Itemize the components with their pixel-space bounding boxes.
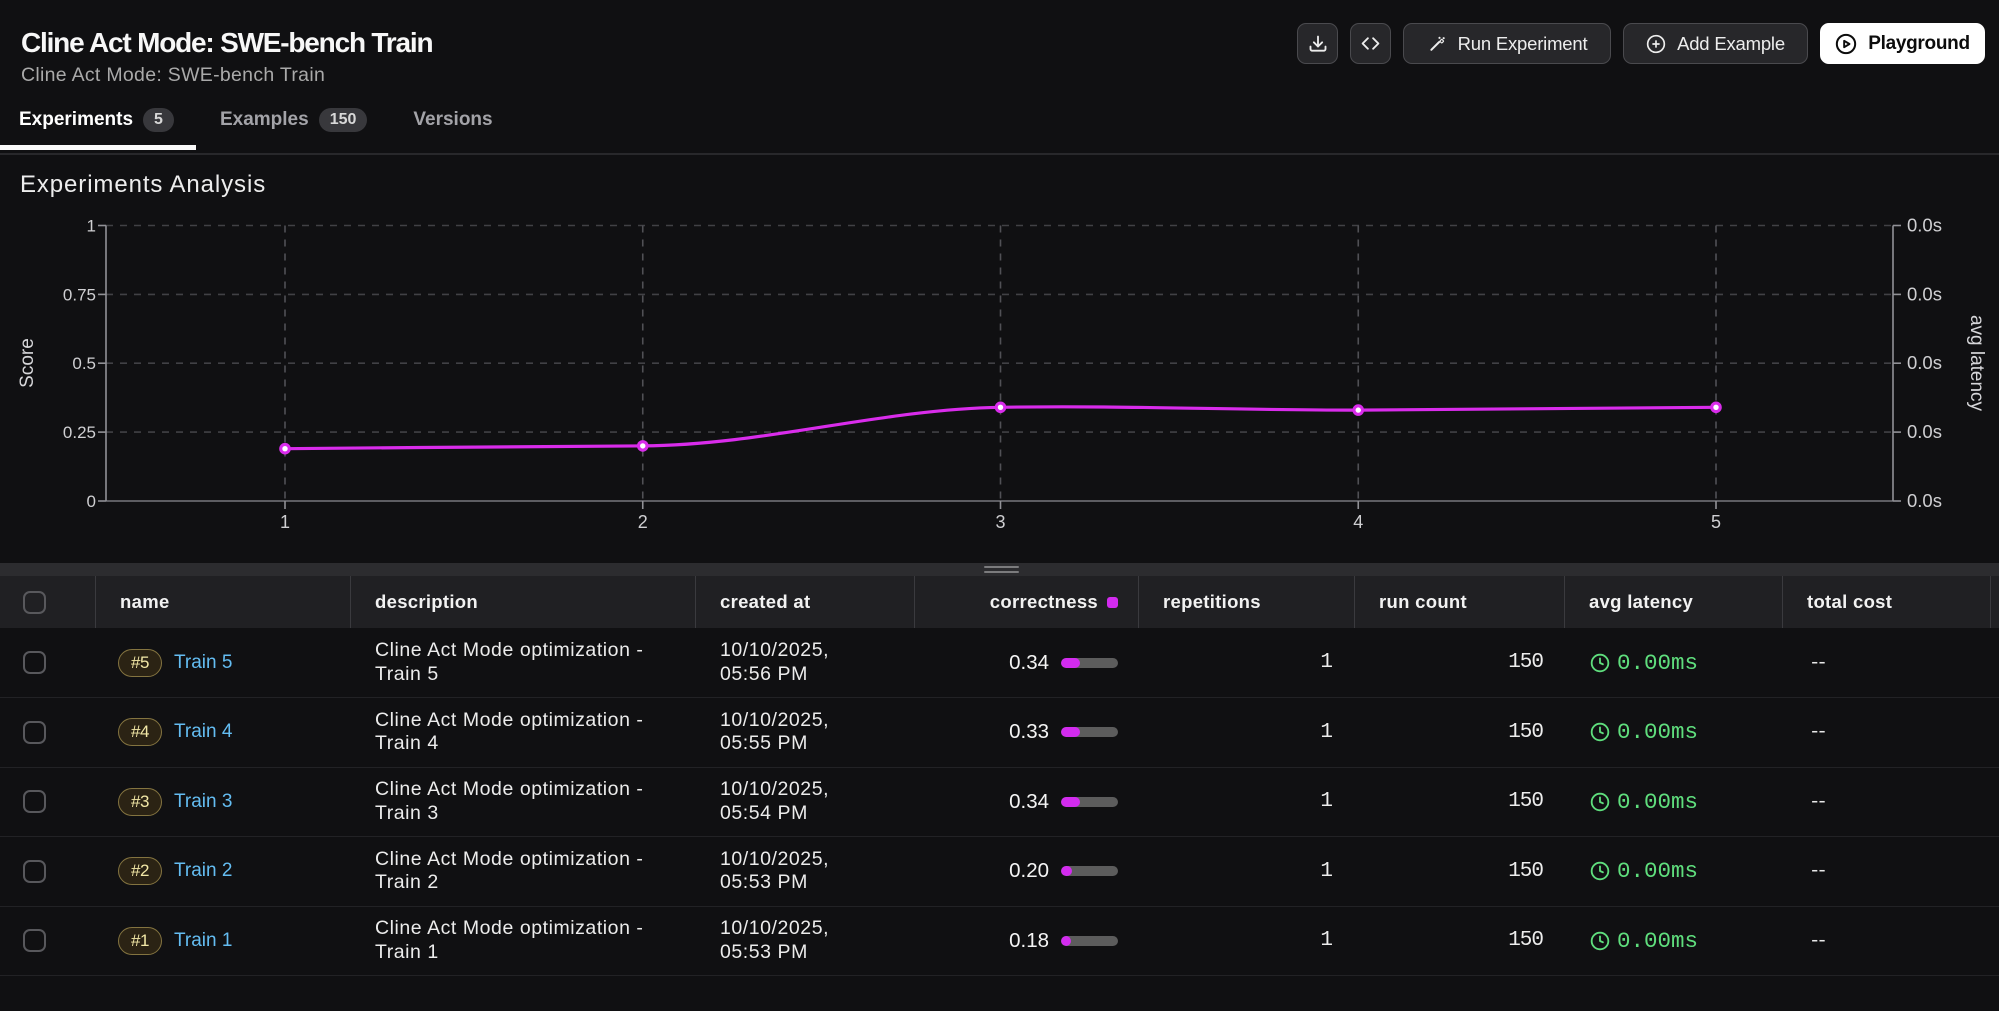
svg-text:1: 1 <box>87 217 96 236</box>
svg-text:0.25: 0.25 <box>63 423 96 442</box>
svg-text:0.0s: 0.0s <box>1907 490 1942 511</box>
svg-text:0.0s: 0.0s <box>1907 421 1942 442</box>
svg-text:avg latency: avg latency <box>1966 315 1987 412</box>
svg-text:0: 0 <box>87 492 96 511</box>
svg-text:5: 5 <box>1711 512 1721 532</box>
svg-text:4: 4 <box>1353 512 1363 532</box>
svg-text:0.0s: 0.0s <box>1907 352 1942 373</box>
svg-text:0.75: 0.75 <box>63 285 96 304</box>
svg-text:3: 3 <box>995 512 1005 532</box>
svg-text:Score: Score <box>17 338 38 388</box>
svg-text:0.5: 0.5 <box>72 354 96 373</box>
svg-text:0.0s: 0.0s <box>1907 283 1942 304</box>
svg-text:0.0s: 0.0s <box>1907 215 1942 236</box>
svg-text:1: 1 <box>280 512 290 532</box>
svg-text:2: 2 <box>638 512 648 532</box>
